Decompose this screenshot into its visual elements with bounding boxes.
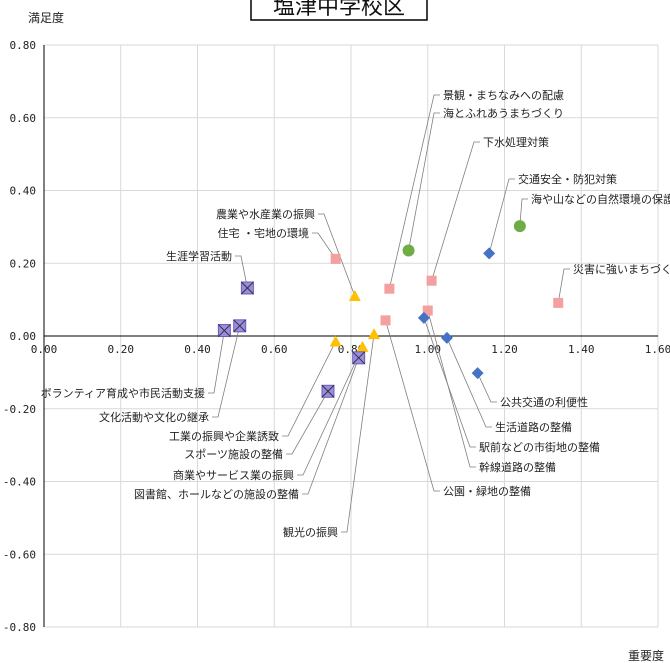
point-marker-cross-line [218,324,231,337]
leader-line [446,337,492,428]
point-label: 商業やサービス業の振興 [173,468,294,482]
x-tick-labels: 0.00 0.20 0.40 0.60 0.80 1.00 1.20 1.40 1.60 [31,343,670,356]
point-marker-circle [513,220,526,233]
point-label: 生涯学習活動 [166,249,232,263]
x-tick-label: 0.20 [108,343,135,356]
leader-line [557,268,570,303]
x-tick-label: 0.60 [261,343,288,356]
point-marker-cross-line [352,351,366,365]
point-label: 住宅 ・宅地の環境 [218,226,310,240]
point-label: ボランティア育成や市民活動支援 [41,386,205,400]
y-tick-labels: 0.80 0.60 0.40 0.20 0.00 -0.20 -0.40 -0.60 -0.80 [3,39,36,634]
point-marker-triangle [368,328,381,340]
point-marker-square [422,305,433,316]
point-marker-diamond [417,311,430,324]
point-marker-cross-line [241,281,254,295]
point-label: 観光の振興 [283,525,338,539]
point-label: 農業や水産業の振興 [216,207,315,221]
grid-lines [43,44,659,628]
point-label: 海や山などの自然環境の保護 [531,192,670,206]
y-tick-label: -0.80 [3,621,36,634]
point-marker-square [553,297,564,308]
leader-line [318,213,356,297]
x-tick-label: 1.40 [568,343,595,356]
point-marker-triangle [329,335,342,347]
point-marker-square [380,315,391,326]
point-marker-diamond [471,367,484,380]
y-tick-label: 0.00 [10,330,37,343]
point-marker-diamond [483,247,496,260]
title-box [250,0,428,21]
point-marker-circle [402,244,415,257]
chart-title: 塩津中学校区 [273,0,405,20]
leader-line [385,320,440,492]
x-tick-label: 0.40 [184,343,211,356]
point-marker-cross-line [321,384,335,398]
point-label: 生活道路の整備 [495,420,572,434]
y-tick-label: -0.20 [3,403,36,416]
leader-line [488,178,515,254]
leader-line [312,232,336,260]
y-tick-label: 0.60 [10,112,37,125]
y-tick-label: 0.40 [10,185,37,198]
point-marker-cross [240,281,254,295]
leader-line [297,346,363,476]
leader-line [235,255,248,289]
point-label: 交通安全・防犯対策 [518,172,617,186]
leader-line [423,317,476,448]
x-tick-label: 1.20 [491,343,518,356]
point-marker-cross-line [233,319,247,333]
leader-line [477,372,497,403]
point-marker-cross [321,384,335,398]
point-marker-diamond [440,331,453,344]
leader-line [212,325,241,418]
x-tick-label: 1.60 [645,343,670,356]
point-marker-cross [352,351,366,365]
leader-line [282,341,337,437]
y-tick-label: -0.40 [3,476,36,489]
x-tick-label: 0.00 [31,343,58,356]
leader-line [519,198,528,227]
point-marker-square [330,253,341,264]
leader-line [341,334,375,533]
point-label: 公園・緑地の整備 [443,484,531,498]
point-label: 景観・まちなみへの配慮 [443,88,564,102]
leader-line [208,330,225,394]
leader-line [388,94,440,289]
y-tick-label: 0.80 [10,39,37,52]
y-axis-title: 満足度 [28,10,64,25]
point-marker-square [384,283,395,294]
y-tick-label: -0.60 [3,548,36,561]
point-labels: 景観・まちなみへの配慮海とふれあうまちづくり下水処理対策交通安全・防犯対策海や山… [41,88,670,539]
point-label: 災害に強いまちづく [573,262,670,276]
point-label: 工業の振興や企業誘致 [169,429,279,443]
leader-line [302,357,360,495]
leader-line [408,112,440,251]
leader-line [286,391,329,455]
y-tick-label: 0.20 [10,257,37,270]
point-marker-triangle [348,289,361,301]
point-label: 図書館、ホールなどの施設の整備 [134,487,299,501]
point-marker-triangle [356,340,369,352]
leader-line [431,141,480,281]
leader-lines [208,94,570,533]
leader-line [427,310,476,468]
point-marker-cross [217,324,231,338]
point-label: 文化活動や文化の継承 [99,410,209,424]
x-axis-title: 重要度 [628,648,664,663]
point-marker-square [426,275,437,286]
data-points [217,220,564,398]
point-label: 幹線道路の整備 [479,460,556,474]
point-label: 公共交通の利便性 [500,395,588,409]
point-label: スポーツ施設の整備 [184,447,283,461]
point-marker-cross [233,319,247,333]
point-label: 下水処理対策 [483,135,549,149]
point-label: 海とふれあうまちづくり [443,106,564,120]
point-label: 駅前などの市街地の整備 [479,440,600,454]
